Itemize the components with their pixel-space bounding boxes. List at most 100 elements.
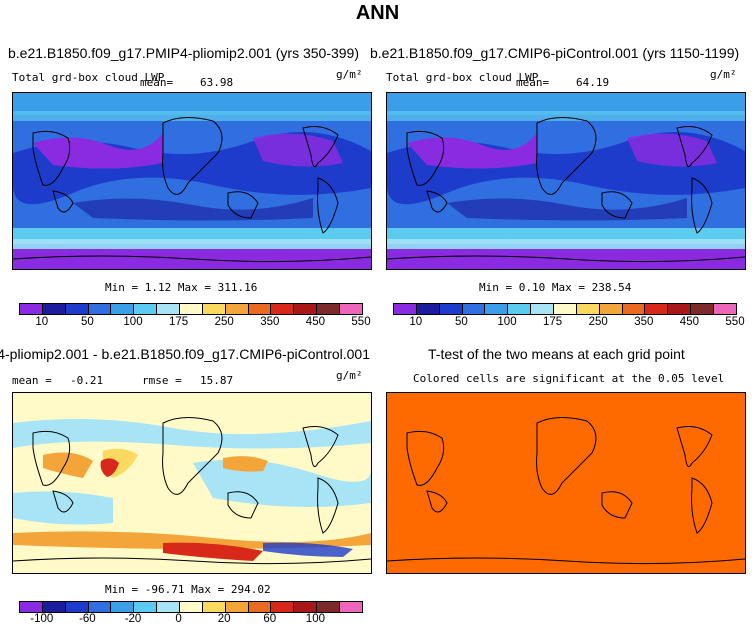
colorbar-swatch (599, 304, 623, 314)
colorbar-tick-label: 550 (725, 316, 745, 328)
colorbar-tick-label: 350 (634, 316, 654, 328)
colorbar-swatch (157, 602, 181, 612)
colorbar-swatch (157, 304, 181, 314)
panel3-colorbar-ticks: -100 -60 -20 0 20 60 100 (19, 613, 361, 627)
panel2-units: g/m² (710, 68, 737, 81)
panel1-min-max: Min = 1.12 Max = 311.16 (105, 281, 258, 294)
colorbar-tick-label: 60 (263, 613, 277, 625)
panel1-colorbar-ticks: 10 50 100 175 250 350 450 550 (19, 316, 370, 330)
panel1-units: g/m² (336, 68, 363, 81)
colorbar-tick-label: 10 (409, 316, 423, 328)
colorbar-swatch (271, 602, 295, 612)
colorbar-swatch (691, 304, 715, 314)
colorbar-swatch (645, 304, 669, 314)
panel3-units: g/m² (336, 369, 363, 382)
colorbar-swatch (88, 602, 112, 612)
colorbar-tick-label: 175 (543, 316, 563, 328)
colorbar-swatch (65, 602, 89, 612)
panel2-mean: 64.19 (576, 76, 610, 89)
colorbar-swatch (134, 304, 158, 314)
colorbar-tick-label: 100 (497, 316, 517, 328)
colorbar-swatch (622, 304, 646, 314)
colorbar-tick-label: 50 (454, 316, 468, 328)
colorbar-swatch (65, 304, 89, 314)
colorbar-swatch (462, 304, 486, 314)
colorbar-tick-label: -100 (30, 613, 54, 625)
colorbar-tick-label: 100 (123, 316, 143, 328)
colorbar-swatch (111, 602, 135, 612)
colorbar-swatch (180, 602, 203, 612)
colorbar-swatch (20, 602, 43, 612)
panel1-mean-label: mean= (140, 76, 174, 89)
figure-title: ANN (355, 2, 400, 24)
colorbar-swatch (202, 602, 226, 612)
colorbar-tick-label: 450 (305, 316, 325, 328)
panel1-field: Total grd-box cloud LWP (12, 71, 165, 84)
colorbar-tick-label: 450 (679, 316, 699, 328)
colorbar-swatch (508, 304, 532, 314)
colorbar-swatch (248, 304, 272, 314)
colorbar-swatch (317, 602, 341, 612)
colorbar-swatch (225, 602, 249, 612)
colorbar-swatch (271, 304, 295, 314)
panel3-colorbar (19, 601, 363, 613)
panel3-mean-label: mean = (12, 374, 52, 387)
panel3-mean: -0.21 (70, 374, 104, 387)
colorbar-swatch (294, 304, 318, 314)
colorbar-swatch (111, 304, 135, 314)
panel3-title: b.e21.B1850.f09_g17.PMIP4-pliomip2.001 -… (0, 346, 370, 362)
colorbar-tick-label: 250 (588, 316, 608, 328)
colorbar-swatch (714, 304, 736, 314)
colorbar-swatch (416, 304, 440, 314)
panel2-colorbar-ticks: 10 50 100 175 250 350 450 550 (393, 316, 744, 330)
colorbar-tick-label: 350 (260, 316, 280, 328)
colorbar-tick-label: 10 (35, 316, 49, 328)
colorbar-swatch (42, 602, 66, 612)
panel3-min-max: Min = -96.71 Max = 294.02 (105, 583, 271, 596)
colorbar-tick-label: 550 (351, 316, 371, 328)
colorbar-swatch (317, 304, 341, 314)
colorbar-swatch (88, 304, 112, 314)
colorbar-swatch (394, 304, 417, 314)
colorbar-swatch (20, 304, 43, 314)
panel3-rmse: 15.87 (200, 374, 234, 387)
panel1-map (12, 92, 372, 270)
panel2-title: b.e21.B1850.f09_g17.CMIP6-piControl.001 … (370, 45, 740, 61)
colorbar-tick-label: 100 (305, 613, 325, 625)
panel4-title: T-test of the two means at each grid poi… (428, 346, 685, 362)
panel4-subtitle: Colored cells are significant at the 0.0… (413, 372, 725, 385)
colorbar-swatch (294, 602, 318, 612)
colorbar-tick-label: -20 (124, 613, 142, 625)
panel4-significance-fill (387, 393, 745, 573)
colorbar-swatch (225, 304, 249, 314)
colorbar-tick-label: 20 (217, 613, 231, 625)
colorbar-tick-label: 0 (175, 613, 182, 625)
panel2-min-max: Min = 0.10 Max = 238.54 (479, 281, 632, 294)
colorbar-tick-label: 50 (80, 316, 94, 328)
panel2-mean-label: mean= (516, 76, 550, 89)
colorbar-tick-label: 250 (214, 316, 234, 328)
colorbar-swatch (576, 304, 600, 314)
panel2-field: Total grd-box cloud LWP (386, 71, 539, 84)
colorbar-swatch (134, 602, 158, 612)
colorbar-swatch (485, 304, 509, 314)
colorbar-swatch (42, 304, 66, 314)
colorbar-swatch (554, 304, 577, 314)
colorbar-swatch (180, 304, 203, 314)
colorbar-tick-label: -60 (79, 613, 96, 625)
colorbar-swatch (531, 304, 555, 314)
colorbar-swatch (248, 602, 272, 612)
panel1-colorbar (19, 303, 363, 315)
colorbar-swatch (340, 304, 362, 314)
panel2-colorbar (393, 303, 737, 315)
colorbar-swatch (439, 304, 463, 314)
panel3-map (12, 392, 372, 574)
colorbar-swatch (668, 304, 692, 314)
colorbar-swatch (202, 304, 226, 314)
panel1-title: b.e21.B1850.f09_g17.PMIP4-pliomip2.001 (… (8, 45, 359, 61)
panel1-mean: 63.98 (200, 76, 234, 89)
colorbar-tick-label: 175 (169, 316, 189, 328)
panel2-map (386, 92, 746, 270)
panel3-rmse-label: rmse = (142, 374, 182, 387)
colorbar-swatch (340, 602, 362, 612)
